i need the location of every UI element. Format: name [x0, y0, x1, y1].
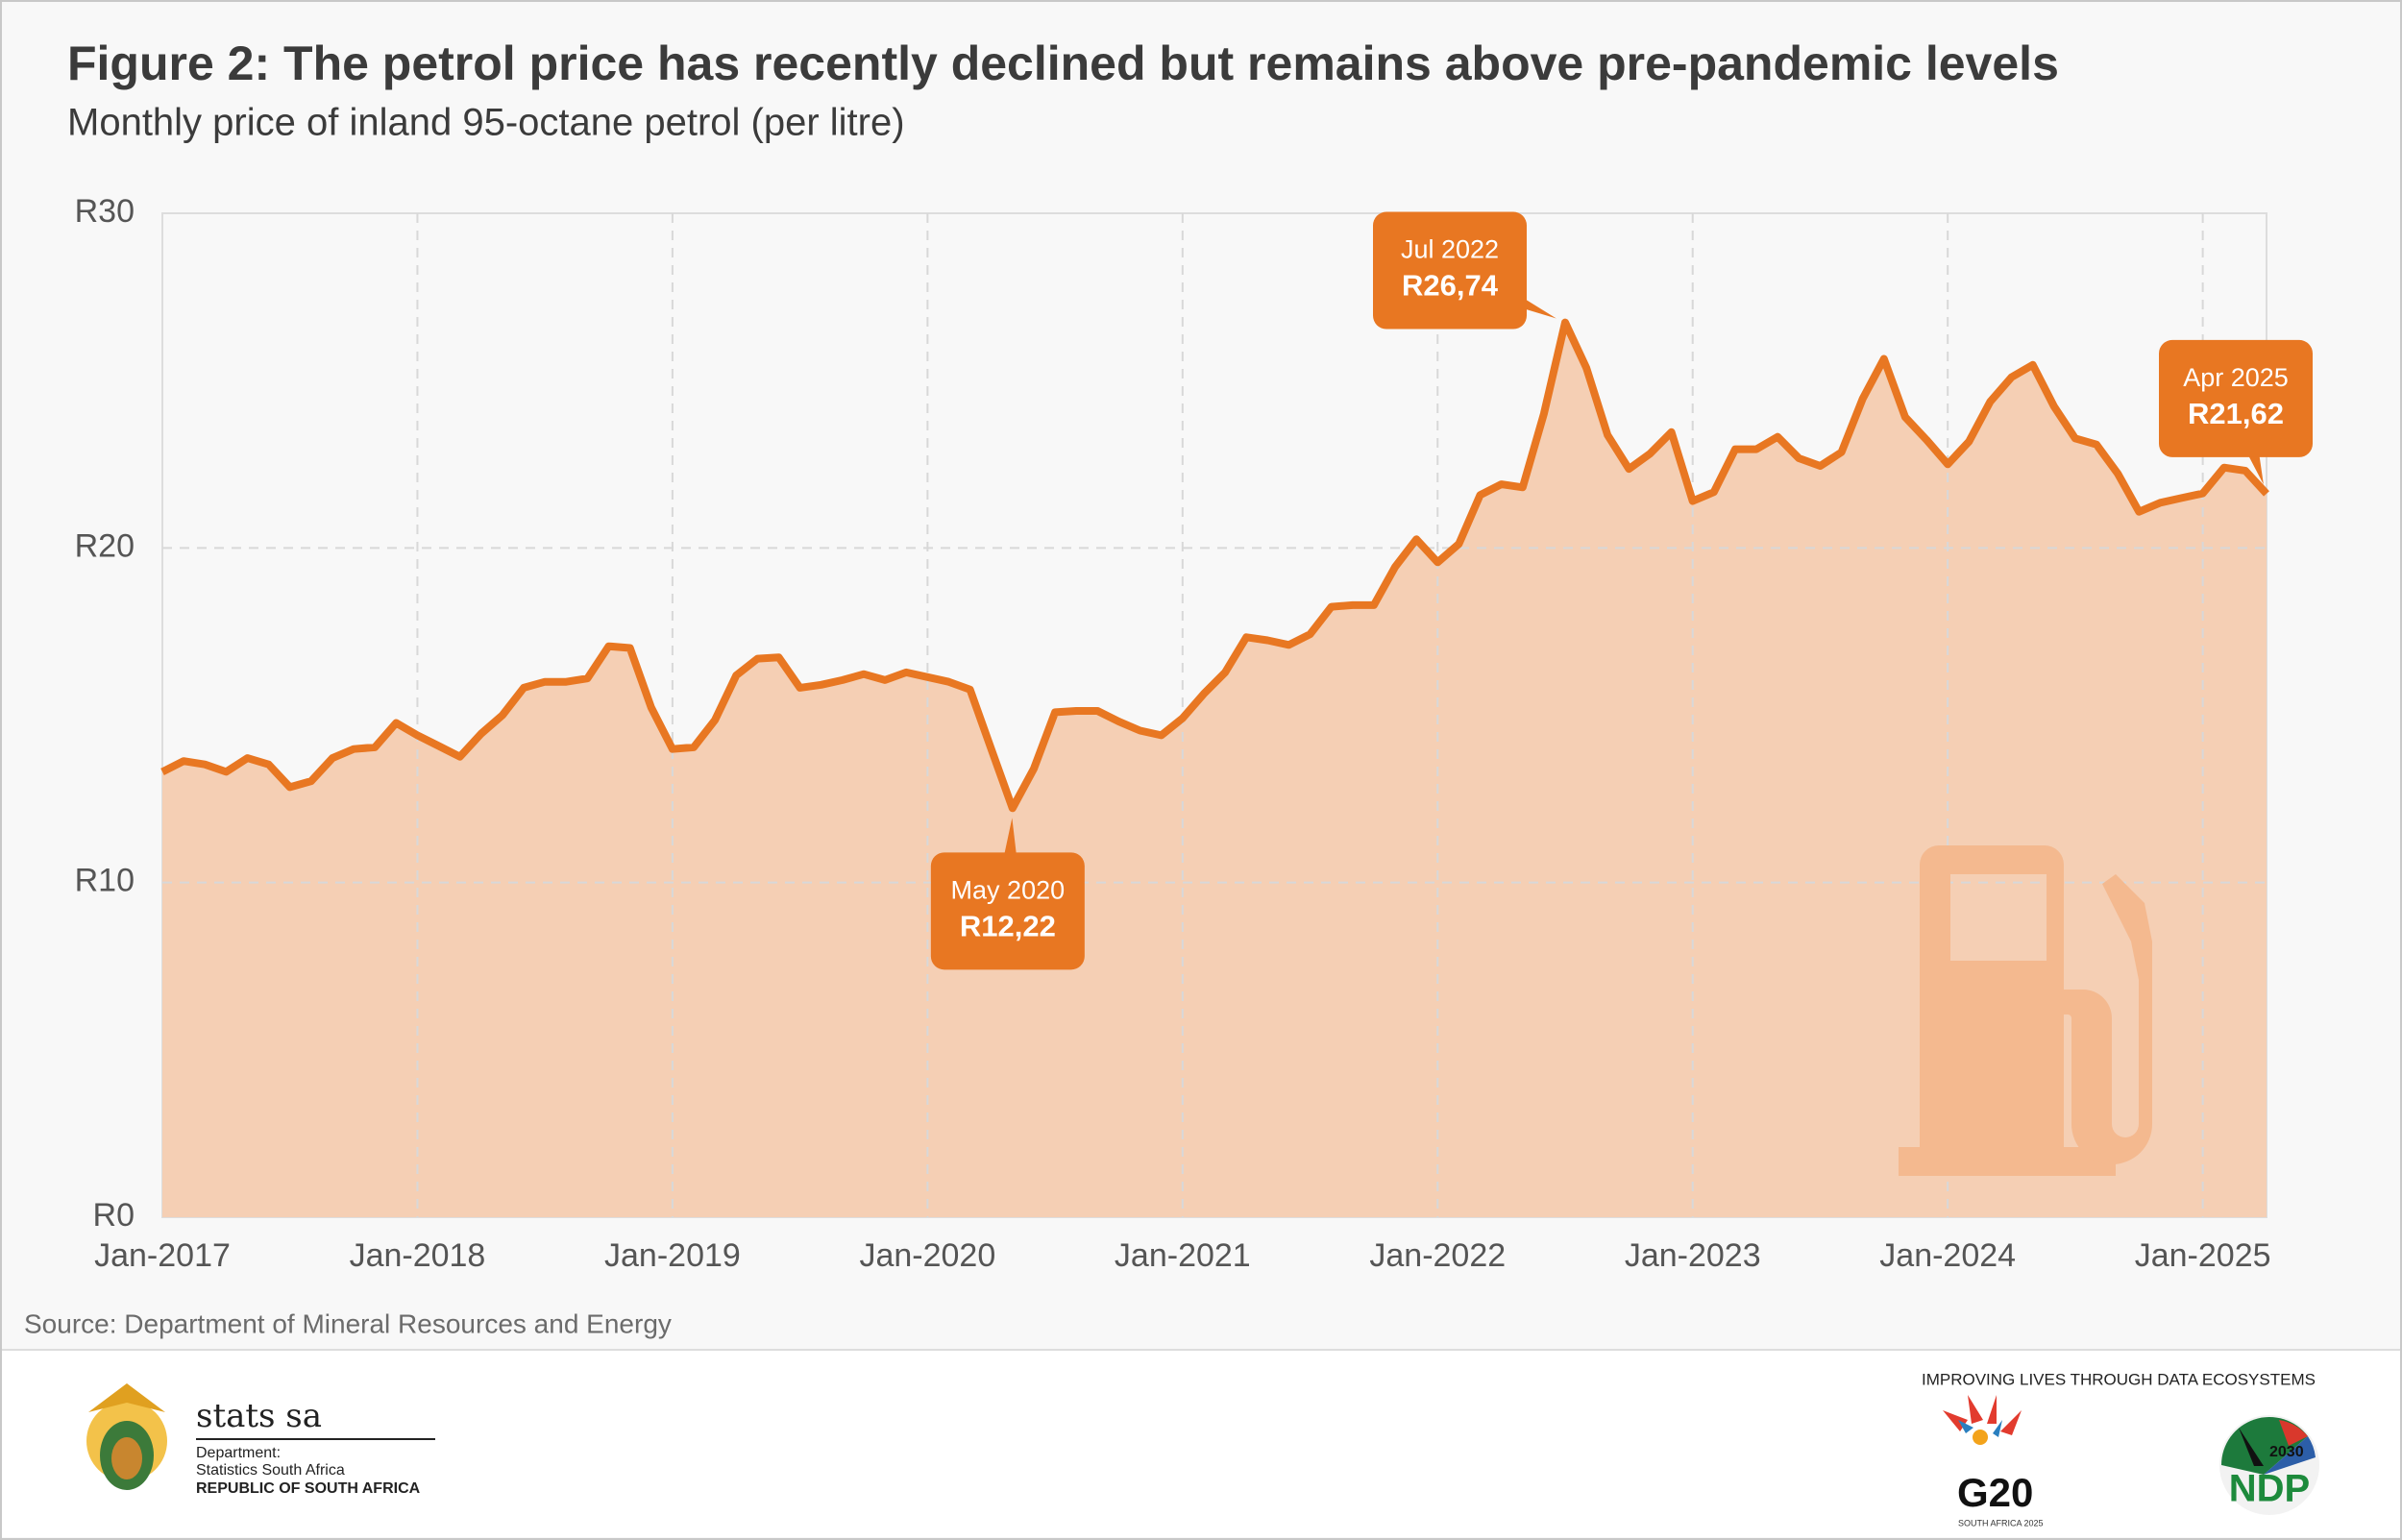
ndp-logo	[2219, 1415, 2319, 1515]
g20-text: G20	[1957, 1470, 2033, 1515]
source-note: Source: Department of Mineral Resources …	[24, 1308, 672, 1338]
y-tick-label: R30	[75, 193, 135, 230]
g20-subtext: SOUTH AFRICA 2025	[1958, 1518, 2044, 1528]
x-tick-label: Jan-2023	[1625, 1237, 1761, 1274]
agency: Statistics South Africa	[196, 1462, 345, 1479]
y-tick-label: R0	[93, 1197, 135, 1234]
x-tick-label: Jan-2019	[604, 1237, 741, 1274]
x-tick-label: Jan-2017	[94, 1237, 231, 1274]
callout-date: May 2020	[951, 875, 1066, 904]
slogan: IMPROVING LIVES THROUGH DATA ECOSYSTEMS	[1922, 1370, 2316, 1388]
callout-box	[1373, 211, 1527, 330]
coat-of-arms	[86, 1383, 167, 1490]
callout-box	[930, 852, 1085, 970]
y-tick-label: R10	[75, 863, 135, 899]
country: REPUBLIC OF SOUTH AFRICA	[196, 1480, 421, 1497]
chart-title: Figure 2: The petrol price has recently …	[67, 37, 2059, 90]
ndp-text: NDP	[2229, 1468, 2310, 1510]
plot: R0 R10 R20 R30 Jan-2017 Jan-2018 Jan-2019 Jan-2…	[75, 193, 2313, 1274]
chart-subtitle: Monthly price of inland 95-octane petrol…	[67, 102, 905, 144]
ndp-year: 2030	[2269, 1444, 2304, 1460]
callout-box	[2159, 339, 2313, 457]
x-tick-label: Jan-2018	[350, 1237, 486, 1274]
x-tick-label: Jan-2025	[2135, 1237, 2271, 1274]
brand: stats sa	[196, 1397, 322, 1435]
x-tick-label: Jan-2021	[1115, 1237, 1251, 1274]
footer	[2, 1350, 2400, 1537]
line	[160, 318, 2269, 813]
g20-logo	[1943, 1395, 2022, 1445]
x-tick-label: Jan-2020	[859, 1237, 995, 1274]
x-tick-label: Jan-2022	[1369, 1237, 1506, 1274]
x-tick-label: Jan-2024	[1879, 1237, 2016, 1274]
pump-icon	[1899, 845, 2152, 1176]
area	[162, 322, 2267, 1218]
callout-value: R12,22	[960, 910, 1056, 943]
department: Department:	[196, 1445, 281, 1461]
callout-value: R26,74	[1402, 269, 1499, 303]
callout-date: Jul 2022	[1401, 235, 1499, 264]
callout-date: Apr 2025	[2183, 363, 2289, 392]
y-tick-label: R20	[75, 527, 135, 564]
callout-value: R21,62	[2188, 397, 2284, 430]
